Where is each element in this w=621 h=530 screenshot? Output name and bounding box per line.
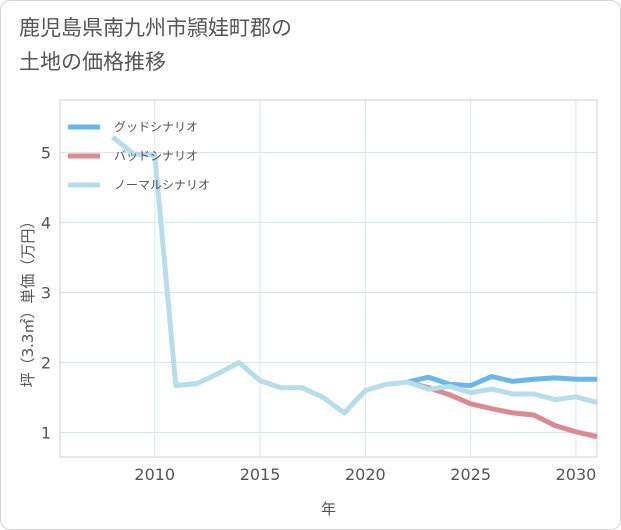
legend-label: バッドシナリオ: [114, 149, 198, 163]
x-tick-label: 2015: [240, 465, 281, 484]
grid: [60, 100, 597, 457]
title-line-2: 土地の価格推移: [19, 50, 166, 74]
page-title: 鹿児島県南九州市頴娃町郡の 土地の価格推移: [19, 11, 292, 79]
x-axis-label: 年: [321, 500, 336, 518]
x-tick-label: 2030: [556, 465, 597, 484]
series-line-2: [406, 379, 598, 440]
y-tick-label: 1: [41, 424, 51, 443]
plot-area: [59, 99, 598, 458]
series-lines: [111, 135, 598, 440]
title-line-1: 鹿児島県南九州市頴娃町郡の: [19, 16, 292, 40]
tick-labels: 2010 2015 2020 2025 2030 1 2 3 4 5: [41, 144, 596, 485]
series-line-3: [111, 135, 598, 416]
x-tick-label: 2010: [134, 465, 175, 484]
legend-label: グッドシナリオ: [114, 120, 198, 134]
legend-label: ノーマルシナリオ: [114, 178, 210, 192]
y-axis-label: 坪（3.3㎡）単価（万円）: [19, 214, 37, 388]
y-tick-label: 2: [41, 354, 51, 373]
y-tick-label: 5: [41, 144, 51, 163]
x-tick-label: 2025: [450, 465, 491, 484]
x-tick-label: 2020: [345, 465, 386, 484]
y-tick-label: 4: [41, 214, 51, 233]
series-line-1: [406, 374, 597, 389]
y-tick-label: 3: [41, 284, 51, 303]
